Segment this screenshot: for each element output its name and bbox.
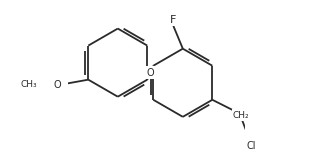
- Text: O: O: [54, 80, 61, 90]
- Text: CH₂: CH₂: [233, 111, 249, 120]
- Text: F: F: [169, 15, 176, 25]
- Text: O: O: [146, 68, 154, 78]
- Text: Cl: Cl: [247, 141, 256, 150]
- Text: CH₃: CH₃: [20, 80, 37, 89]
